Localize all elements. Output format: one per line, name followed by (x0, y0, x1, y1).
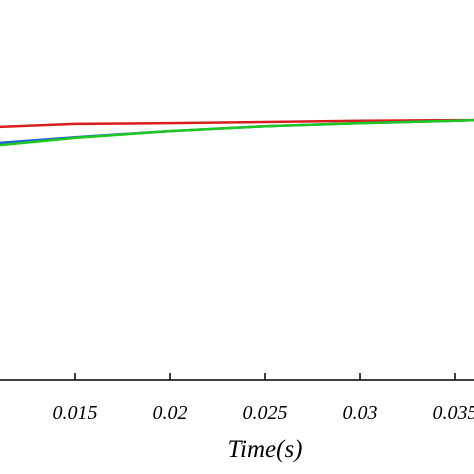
series-line (0, 118, 474, 147)
x-tick-label: 0.035 (433, 402, 474, 424)
x-tick-label: 0.02 (153, 402, 188, 424)
x-axis-label: Time(s) (228, 436, 303, 463)
x-tick-label: 0.03 (343, 402, 378, 424)
x-tick-label: 0.015 (53, 402, 98, 424)
x-tick-label: 0.025 (243, 402, 288, 424)
